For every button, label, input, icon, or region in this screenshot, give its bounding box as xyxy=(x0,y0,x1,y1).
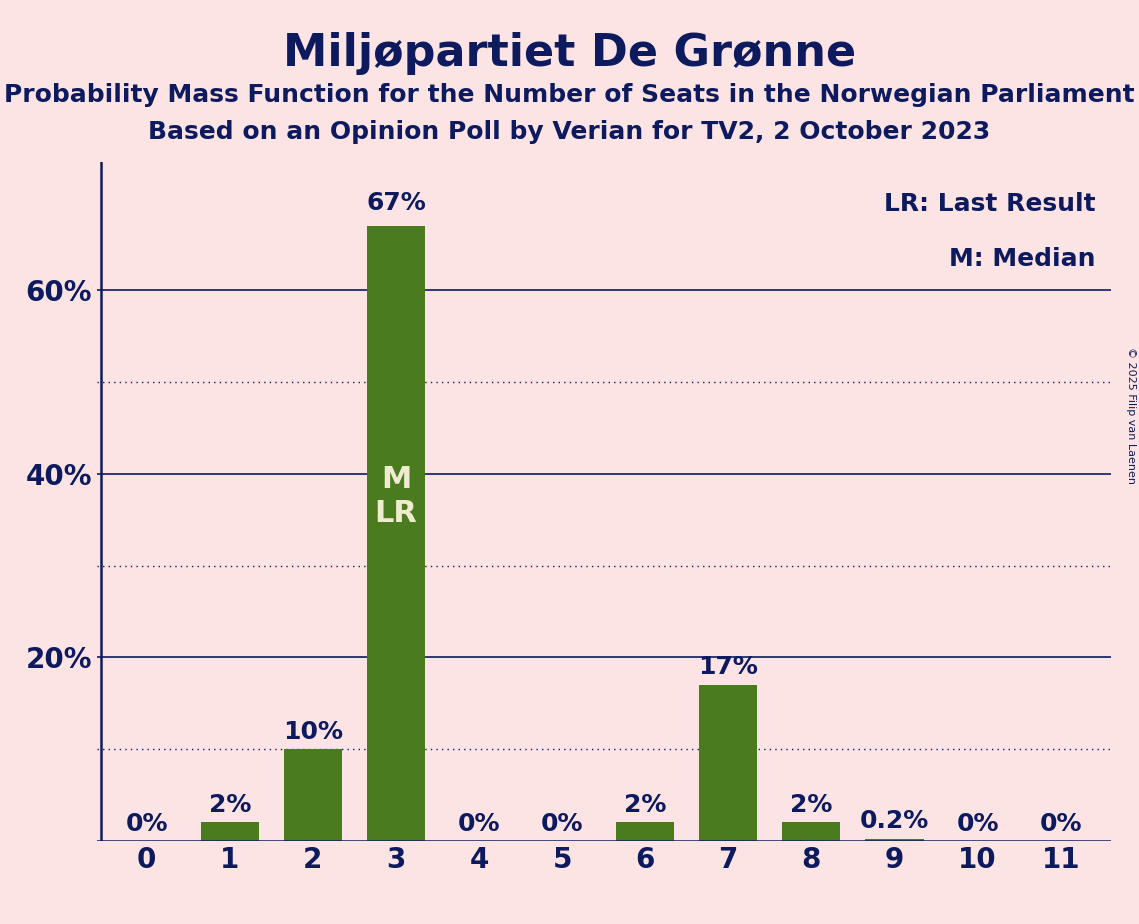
Text: 0%: 0% xyxy=(1040,812,1082,836)
Text: LR: Last Result: LR: Last Result xyxy=(884,192,1096,216)
Text: 10%: 10% xyxy=(282,720,343,744)
Text: 0%: 0% xyxy=(458,812,500,836)
Text: M
LR: M LR xyxy=(375,465,417,528)
Text: Probability Mass Function for the Number of Seats in the Norwegian Parliament: Probability Mass Function for the Number… xyxy=(5,83,1134,107)
Text: 67%: 67% xyxy=(366,191,426,215)
Text: Miljøpartiet De Grønne: Miljøpartiet De Grønne xyxy=(282,32,857,76)
Bar xyxy=(616,822,674,841)
Text: Based on an Opinion Poll by Verian for TV2, 2 October 2023: Based on an Opinion Poll by Verian for T… xyxy=(148,120,991,144)
Text: © 2025 Filip van Laenen: © 2025 Filip van Laenen xyxy=(1126,347,1136,484)
Text: 2%: 2% xyxy=(208,793,251,817)
Text: M: Median: M: Median xyxy=(949,247,1096,271)
Text: 2%: 2% xyxy=(624,793,666,817)
Bar xyxy=(200,822,259,841)
Text: 17%: 17% xyxy=(698,655,759,679)
Text: 0.2%: 0.2% xyxy=(860,809,929,833)
Text: 0%: 0% xyxy=(541,812,583,836)
Bar xyxy=(699,685,757,841)
Bar xyxy=(782,822,841,841)
Text: 2%: 2% xyxy=(790,793,833,817)
Text: 0%: 0% xyxy=(125,812,167,836)
Text: 0%: 0% xyxy=(957,812,999,836)
Bar xyxy=(367,226,425,841)
Bar xyxy=(866,839,924,841)
Bar xyxy=(284,749,342,841)
